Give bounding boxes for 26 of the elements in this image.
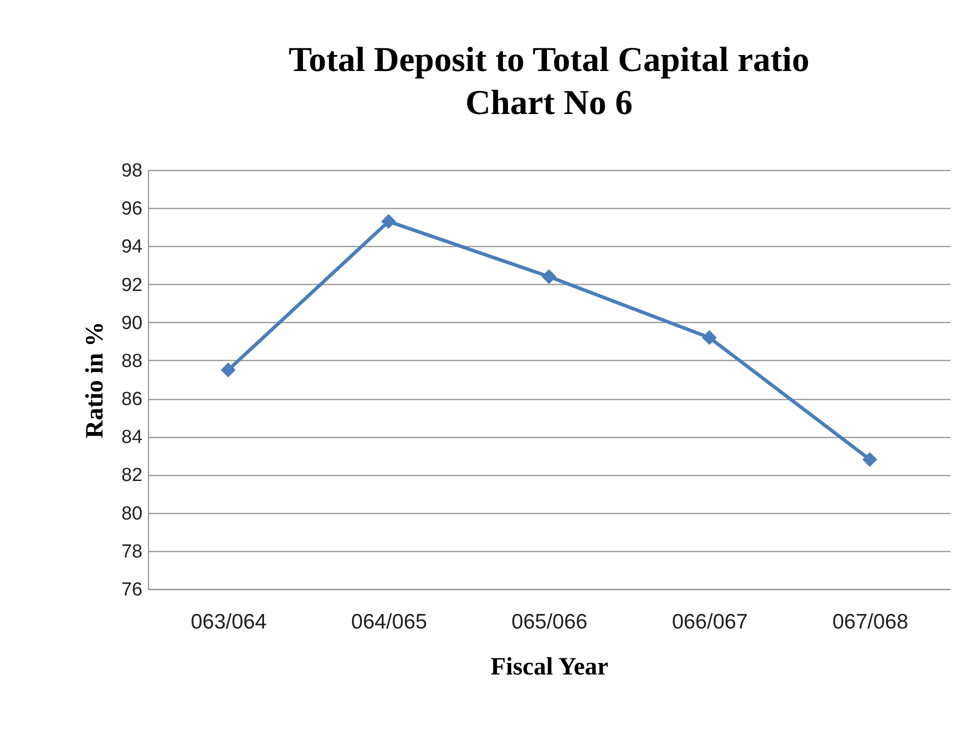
chart-title: Total Deposit to Total Capital ratio	[288, 40, 810, 79]
x-tick-label: 065/066	[512, 610, 588, 634]
y-axis-title: Ratio in %	[81, 322, 108, 438]
chart-subtitle: Chart No 6	[465, 83, 633, 122]
point	[542, 269, 556, 284]
point	[381, 214, 396, 229]
y-tick-label: 96	[121, 198, 142, 220]
y-tick-label: 98	[121, 160, 142, 182]
x-tick-label: 063/064	[190, 610, 267, 634]
y-tick-label: 92	[121, 274, 142, 296]
x-tick-label: 067/068	[832, 610, 908, 634]
y-tick-label: 94	[121, 236, 143, 258]
y-tick-label: 84	[121, 427, 143, 448]
y-tick-label: 76	[121, 580, 142, 600]
point	[702, 330, 717, 346]
point	[862, 452, 878, 467]
x-tick-label: 064/065	[351, 610, 428, 634]
y-tick-label: 86	[121, 389, 142, 410]
point	[220, 362, 236, 378]
x-axis-title: Fiscal Year	[490, 654, 608, 680]
y-tick-label: 80	[121, 503, 142, 524]
y-tick-label: 82	[121, 465, 142, 486]
y-tick-label: 88	[121, 350, 142, 372]
x-tick-label: 066/067	[672, 610, 748, 634]
y-tick-label: 90	[121, 312, 142, 334]
y-tick-label: 78	[121, 541, 142, 562]
